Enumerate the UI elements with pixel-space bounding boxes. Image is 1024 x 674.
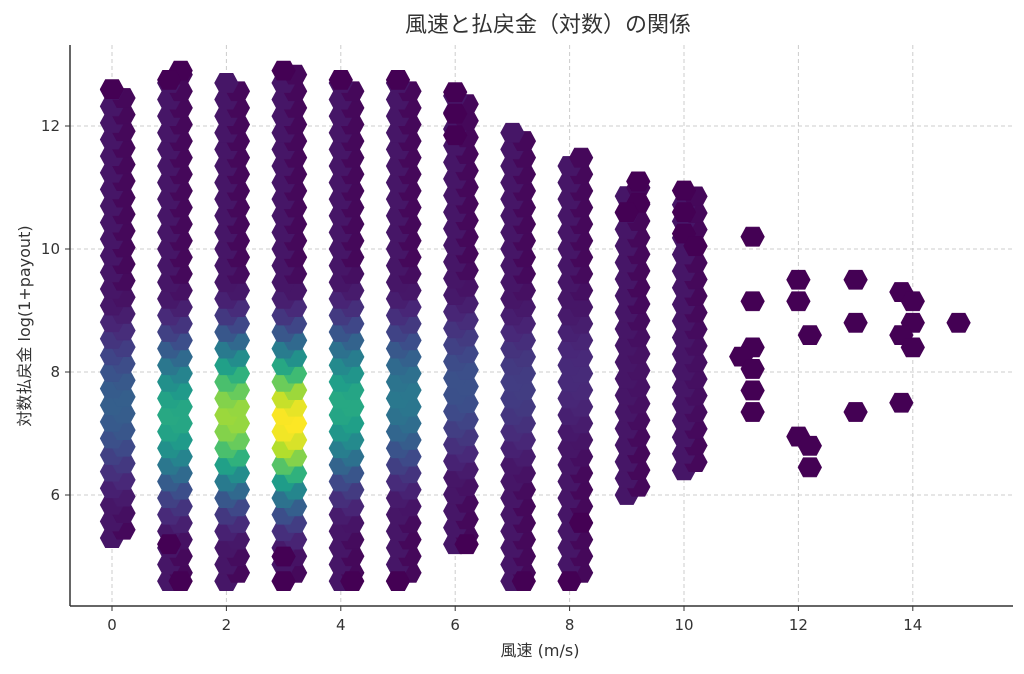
hexbin-cells bbox=[99, 60, 971, 592]
hex-cell bbox=[443, 82, 468, 103]
hex-cell bbox=[946, 312, 971, 333]
hex-cell bbox=[500, 122, 525, 143]
y-axis-label: 対数払戻金 log(1+payout) bbox=[15, 225, 34, 426]
hex-cell bbox=[786, 269, 811, 290]
x-tick-label: 10 bbox=[674, 616, 693, 634]
x-tick-label: 6 bbox=[450, 616, 460, 634]
hex-cell bbox=[454, 534, 479, 555]
hex-cell bbox=[340, 571, 365, 592]
hex-cell bbox=[328, 69, 353, 90]
hex-cell bbox=[385, 571, 411, 592]
x-tick-label: 12 bbox=[789, 616, 808, 634]
x-axis-label: 風速 (m/s) bbox=[501, 641, 580, 660]
hex-cell bbox=[683, 236, 708, 256]
hex-cell bbox=[443, 125, 468, 146]
x-ticks: 0 2 4 6 8 10 12 14 bbox=[107, 606, 922, 634]
x-tick-label: 14 bbox=[903, 616, 922, 634]
hex-cell bbox=[626, 171, 651, 192]
hex-cell bbox=[271, 546, 296, 567]
hex-cell bbox=[797, 435, 822, 456]
hex-cell bbox=[900, 291, 925, 312]
hex-cell bbox=[443, 103, 468, 124]
hex-cell bbox=[889, 392, 914, 413]
hex-cell bbox=[843, 312, 868, 333]
hex-cell bbox=[99, 79, 125, 99]
hex-cell bbox=[671, 180, 697, 201]
y-ticks: 6 8 10 12 bbox=[41, 117, 70, 504]
hex-cell bbox=[271, 60, 296, 81]
x-tick-label: 4 bbox=[336, 616, 346, 634]
hex-cell bbox=[900, 337, 925, 358]
hex-cell bbox=[214, 73, 239, 93]
axes bbox=[69, 45, 1013, 607]
chart-title: 風速と払戻金（対数）の関係 bbox=[405, 13, 691, 38]
hex-cell bbox=[797, 325, 822, 346]
hex-cell bbox=[157, 534, 182, 555]
hex-cell bbox=[740, 402, 765, 422]
y-tick-label: 10 bbox=[41, 240, 60, 258]
x-tick-label: 2 bbox=[222, 616, 232, 634]
hex-cell bbox=[385, 69, 411, 90]
hex-cell bbox=[157, 69, 182, 90]
hex-cell bbox=[557, 571, 582, 592]
x-tick-label: 0 bbox=[107, 616, 117, 634]
hex-cell bbox=[168, 571, 193, 592]
hex-cell bbox=[740, 291, 765, 312]
y-tick-label: 12 bbox=[41, 117, 60, 135]
hex-cell bbox=[671, 202, 697, 222]
hex-cell bbox=[740, 226, 765, 247]
hex-cell bbox=[740, 380, 765, 401]
hex-cell bbox=[271, 571, 296, 592]
y-tick-label: 6 bbox=[50, 486, 60, 504]
hex-cell bbox=[568, 512, 594, 533]
y-tick-label: 8 bbox=[50, 363, 60, 381]
x-tick-label: 8 bbox=[565, 616, 575, 634]
hex-cell bbox=[511, 571, 536, 592]
grid-lines bbox=[70, 45, 1013, 606]
hex-cell bbox=[614, 202, 639, 222]
hex-cell bbox=[740, 359, 765, 379]
hex-cell bbox=[797, 457, 822, 478]
hex-cell bbox=[843, 402, 868, 422]
hex-cell bbox=[843, 269, 868, 290]
hex-cell bbox=[568, 147, 594, 168]
hex-cell bbox=[786, 291, 811, 312]
